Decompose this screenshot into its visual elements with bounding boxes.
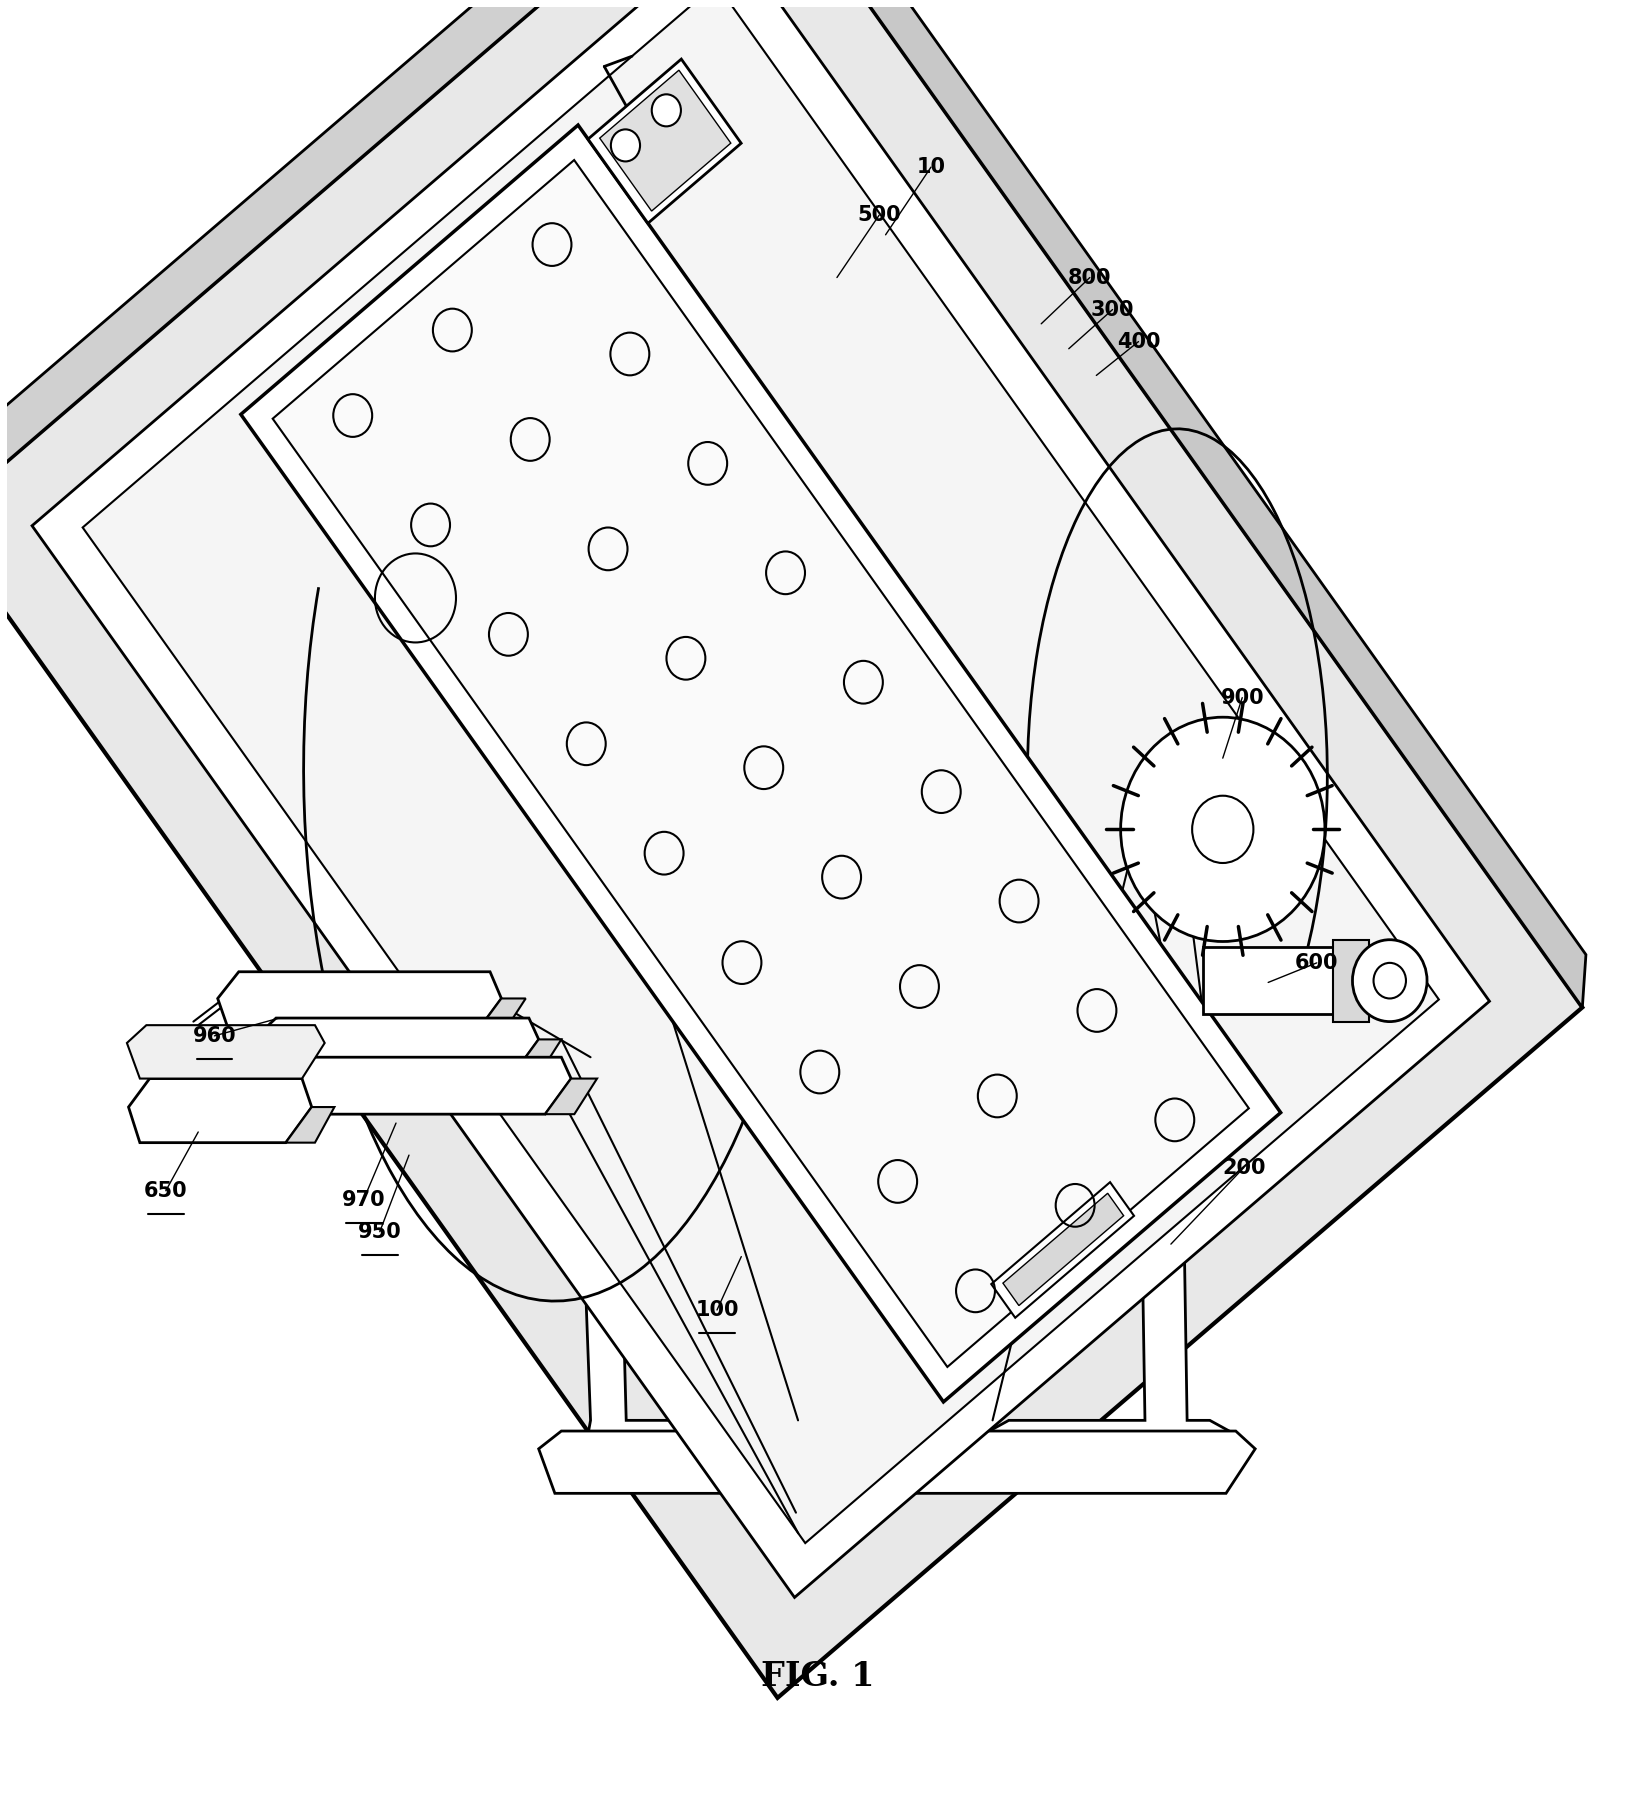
Text: 10: 10 (917, 158, 945, 178)
Polygon shape (744, 0, 1586, 1008)
Polygon shape (286, 1107, 335, 1143)
Polygon shape (600, 70, 731, 212)
Text: 650: 650 (144, 1180, 188, 1200)
Text: 100: 100 (695, 1301, 739, 1320)
Polygon shape (960, 811, 1243, 1480)
Text: 600: 600 (1295, 953, 1339, 972)
Text: 300: 300 (1091, 300, 1135, 319)
Polygon shape (567, 811, 976, 1480)
Text: 500: 500 (857, 205, 901, 226)
Text: 960: 960 (193, 1026, 237, 1046)
Polygon shape (1002, 1193, 1123, 1306)
Polygon shape (474, 999, 526, 1035)
Polygon shape (129, 1078, 312, 1143)
Polygon shape (83, 0, 1439, 1543)
Polygon shape (544, 1078, 597, 1114)
Polygon shape (991, 1182, 1135, 1319)
Text: 400: 400 (1117, 332, 1161, 352)
Circle shape (652, 95, 680, 126)
Polygon shape (240, 126, 1280, 1401)
Text: 900: 900 (1220, 687, 1264, 707)
Polygon shape (128, 1024, 325, 1078)
Circle shape (1120, 718, 1324, 942)
Polygon shape (589, 59, 741, 222)
Circle shape (1352, 940, 1427, 1021)
Text: 800: 800 (1068, 267, 1112, 287)
Text: FIG. 1: FIG. 1 (760, 1659, 875, 1694)
Polygon shape (273, 160, 1249, 1367)
Polygon shape (33, 0, 1489, 1597)
Polygon shape (538, 1432, 1256, 1493)
Text: 950: 950 (358, 1222, 402, 1241)
Polygon shape (1333, 940, 1368, 1021)
Polygon shape (253, 1017, 538, 1075)
Polygon shape (0, 0, 1583, 1697)
Polygon shape (217, 972, 502, 1035)
Polygon shape (0, 0, 744, 520)
Polygon shape (1203, 947, 1333, 1014)
Text: 970: 970 (342, 1189, 386, 1209)
Circle shape (611, 129, 639, 161)
Text: 200: 200 (1221, 1157, 1265, 1177)
Polygon shape (280, 1057, 571, 1114)
Polygon shape (513, 1039, 561, 1075)
